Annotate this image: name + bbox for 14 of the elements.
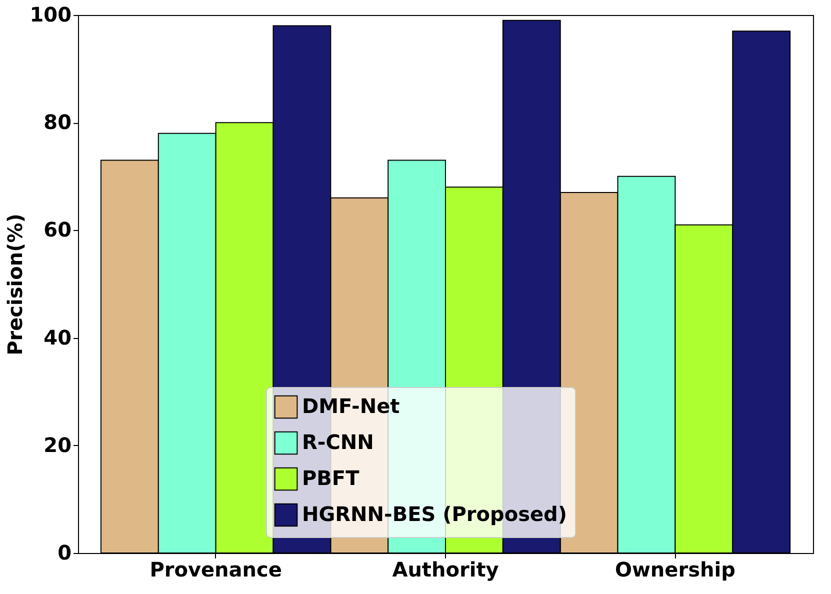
legend-label: R-CNN bbox=[302, 430, 374, 454]
legend-label: PBFT bbox=[302, 466, 360, 490]
y-tick-label: 40 bbox=[44, 325, 72, 350]
y-tick-label: 0 bbox=[58, 540, 72, 564]
x-tick-label: Authority bbox=[392, 558, 499, 582]
x-tick-label: Provenance bbox=[150, 558, 282, 582]
legend-label: HGRNN-BES (Proposed) bbox=[302, 502, 567, 526]
y-tick-label: 60 bbox=[44, 218, 72, 242]
legend-label: DMF-Net bbox=[302, 394, 400, 418]
y-axis-title: Precision(%) bbox=[2, 214, 27, 356]
y-tick-label: 100 bbox=[30, 2, 72, 26]
x-tick-label: Ownership bbox=[614, 558, 736, 582]
y-tick-label: 80 bbox=[44, 110, 72, 134]
y-tick-label: 20 bbox=[44, 432, 72, 457]
